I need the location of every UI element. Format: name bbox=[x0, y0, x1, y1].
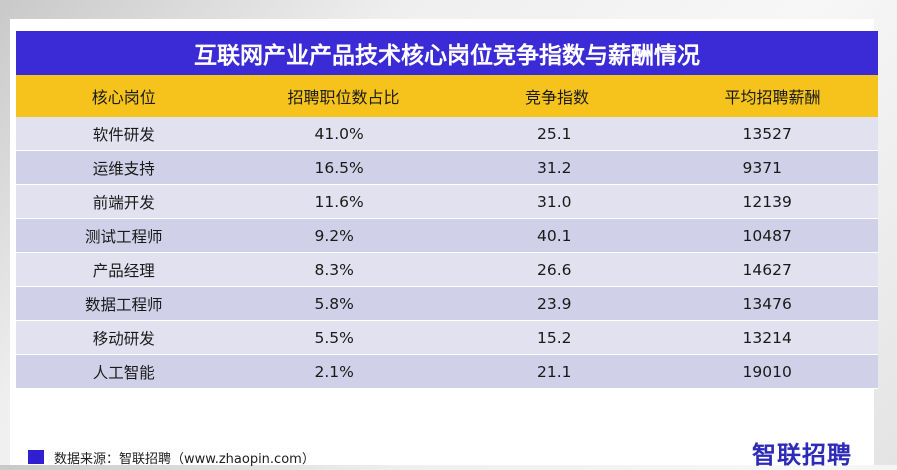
source-note: 数据来源：智联招聘（www.zhaopin.com） bbox=[28, 447, 315, 467]
column-header: 平均招聘薪酬 bbox=[662, 75, 878, 117]
column-header: 招聘职位数占比 bbox=[231, 75, 447, 117]
table-cell: 2.1% bbox=[231, 354, 447, 389]
header-row: 核心岗位 招聘职位数占比 竞争指数 平均招聘薪酬 bbox=[16, 75, 878, 117]
table-cell: 13476 bbox=[662, 286, 878, 321]
table-cell: 25.1 bbox=[447, 117, 663, 151]
source-text: 数据来源：智联招聘（www.zhaopin.com） bbox=[54, 451, 315, 467]
table-cell: 14627 bbox=[662, 252, 878, 287]
table-row: 数据工程师 5.8% 23.9 13476 bbox=[16, 286, 878, 321]
table-cell: 26.6 bbox=[447, 252, 663, 287]
table-cell: 人工智能 bbox=[16, 354, 232, 389]
table-cell: 19010 bbox=[662, 354, 878, 389]
table-cell: 13527 bbox=[662, 117, 878, 151]
data-table: 核心岗位 招聘职位数占比 竞争指数 平均招聘薪酬 软件研发 41.0% 25.1 13… bbox=[16, 75, 878, 389]
table-cell: 9371 bbox=[662, 150, 878, 185]
table-row: 软件研发 41.0% 25.1 13527 bbox=[16, 117, 878, 151]
table-cell: 23.9 bbox=[447, 286, 663, 321]
table-cell: 21.1 bbox=[447, 354, 663, 389]
table-cell: 软件研发 bbox=[16, 117, 232, 151]
table-body: 软件研发 41.0% 25.1 13527 运维支持 16.5% 31.2 9371 前端开发 1… bbox=[16, 117, 878, 389]
zhaopin-logo: 智联招聘 bbox=[752, 441, 852, 469]
table-cell: 41.0% bbox=[231, 117, 447, 151]
table-row: 测试工程师 9.2% 40.1 10487 bbox=[16, 218, 878, 253]
chart-card: 互联网产业产品技术核心岗位竞争指数与薪酬情况 核心岗位 招聘职位数占比 竞争指数… bbox=[10, 19, 878, 469]
column-header: 核心岗位 bbox=[16, 75, 232, 117]
legend-square-icon bbox=[28, 450, 44, 464]
table-cell: 5.8% bbox=[231, 286, 447, 321]
table-row: 产品经理 8.3% 26.6 14627 bbox=[16, 252, 878, 287]
table-cell: 产品经理 bbox=[16, 252, 232, 287]
table-row: 运维支持 16.5% 31.2 9371 bbox=[16, 150, 878, 185]
table-cell: 40.1 bbox=[447, 218, 663, 253]
table-cell: 前端开发 bbox=[16, 184, 232, 219]
table-cell: 9.2% bbox=[231, 218, 447, 253]
table-cell: 31.0 bbox=[447, 184, 663, 219]
table-cell: 5.5% bbox=[231, 320, 447, 355]
table-cell: 运维支持 bbox=[16, 150, 232, 185]
table-cell: 13214 bbox=[662, 320, 878, 355]
table-cell: 8.3% bbox=[231, 252, 447, 287]
table-cell: 16.5% bbox=[231, 150, 447, 185]
column-header: 竞争指数 bbox=[447, 75, 663, 117]
table-cell: 31.2 bbox=[447, 150, 663, 185]
table-cell: 10487 bbox=[662, 218, 878, 253]
table-cell: 测试工程师 bbox=[16, 218, 232, 253]
table-row: 人工智能 2.1% 21.1 19010 bbox=[16, 354, 878, 389]
table-row: 移动研发 5.5% 15.2 13214 bbox=[16, 320, 878, 355]
table-row: 前端开发 11.6% 31.0 12139 bbox=[16, 184, 878, 219]
chart-title: 互联网产业产品技术核心岗位竞争指数与薪酬情况 bbox=[16, 31, 878, 75]
table-cell: 15.2 bbox=[447, 320, 663, 355]
table-cell: 移动研发 bbox=[16, 320, 232, 355]
table-cell: 12139 bbox=[662, 184, 878, 219]
table-cell: 11.6% bbox=[231, 184, 447, 219]
table-cell: 数据工程师 bbox=[16, 286, 232, 321]
